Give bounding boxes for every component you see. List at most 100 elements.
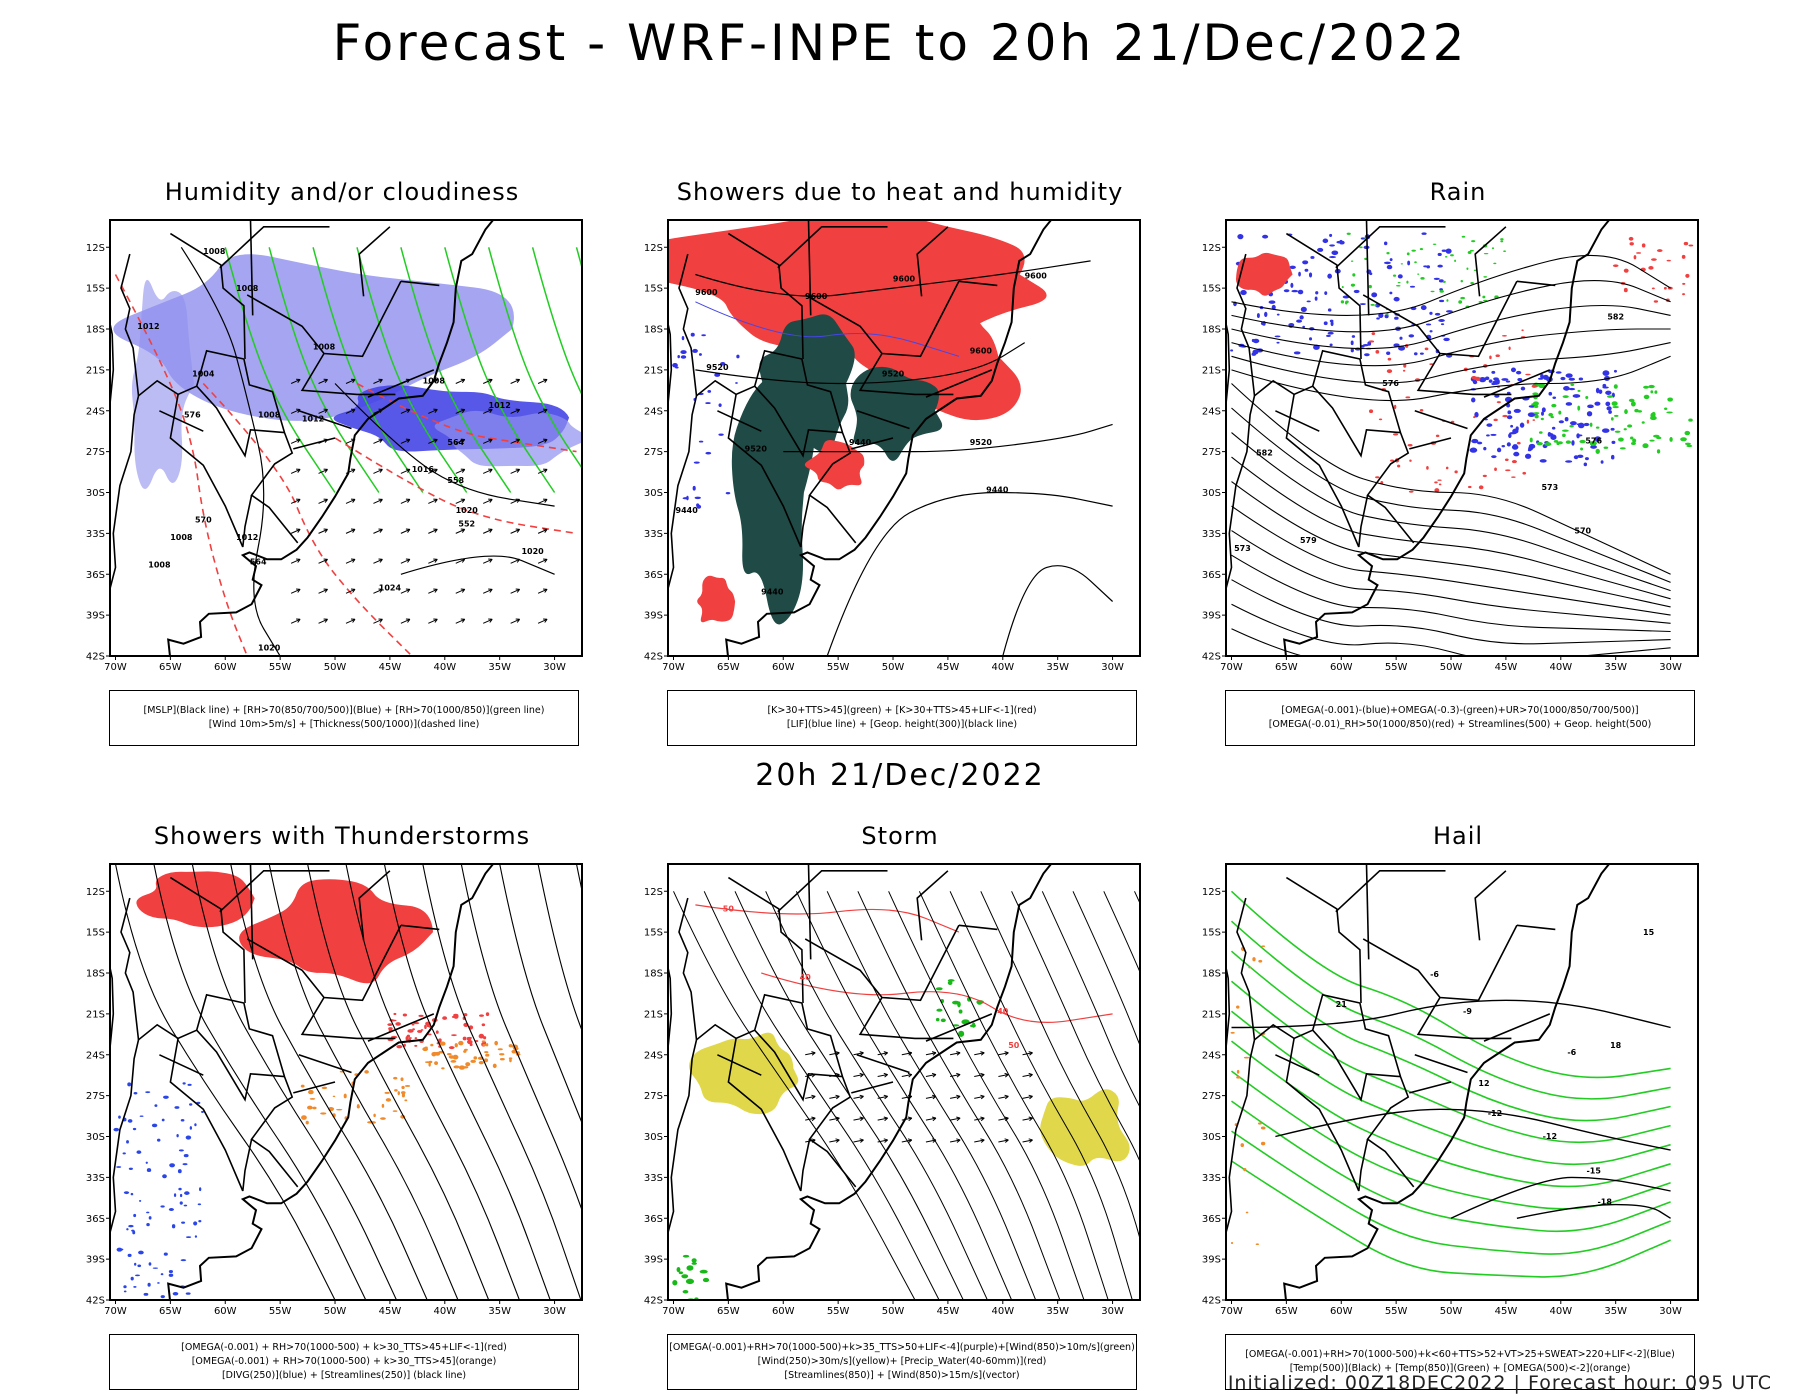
omega-red — [1426, 466, 1429, 470]
wind-vector — [543, 618, 548, 623]
storm-orange — [454, 1043, 458, 1048]
wind-vector — [515, 528, 521, 533]
streamline — [1231, 432, 1671, 592]
omega-blue — [1524, 453, 1532, 459]
contour-label: -15 — [1586, 1166, 1601, 1175]
state-border — [916, 226, 949, 297]
divergence — [199, 1187, 202, 1192]
streamline — [1231, 554, 1671, 633]
storm-orange — [481, 1040, 486, 1043]
wind-vector — [877, 1052, 888, 1056]
omega-green — [1439, 290, 1444, 293]
omega-green — [1649, 439, 1655, 442]
wind-vector — [974, 1074, 985, 1078]
omega-green — [1619, 447, 1626, 450]
state-border — [1285, 394, 1360, 548]
storm-orange — [473, 1056, 478, 1060]
wind-vector — [428, 498, 438, 504]
lif-speckle — [696, 503, 700, 508]
omega-blue — [1600, 460, 1604, 464]
divergence — [162, 1174, 167, 1179]
state-border — [249, 220, 254, 316]
storm-orange — [307, 1105, 313, 1110]
state-border — [1359, 358, 1415, 544]
wind-vector — [877, 1117, 888, 1121]
wind-vector — [998, 1052, 1009, 1056]
divergence — [123, 1290, 127, 1293]
wind-vector — [859, 1094, 864, 1100]
lat-tick-label: 39S — [644, 1255, 663, 1266]
lon-tick-label: 60W — [214, 662, 237, 673]
wind-green — [940, 1018, 946, 1023]
wind-vector — [296, 618, 301, 623]
wind-vector — [998, 1117, 1009, 1121]
omega-blue — [1389, 258, 1393, 262]
streamline — [888, 891, 1085, 1300]
storm-orange — [424, 1046, 428, 1049]
wind-vector — [956, 1116, 961, 1122]
omega-red — [1390, 459, 1395, 462]
lat-tick-label: 33S — [86, 529, 105, 540]
state-border — [925, 1013, 993, 1042]
divergence — [156, 1138, 161, 1142]
contour-label: 576 — [1585, 436, 1602, 445]
omega-green — [1664, 407, 1668, 410]
wind-vector — [1028, 1051, 1033, 1056]
legend-line: [OMEGA(-0.001)+RH>70(1000-500)+k>35_TTS>… — [669, 1342, 1135, 1353]
omega-blue — [1613, 369, 1617, 373]
legend-line: [OMEGA(-0.001)-(blue)+OMEGA(-0.3)-(green… — [1281, 705, 1639, 716]
wind-vector — [510, 528, 520, 534]
lif-speckle — [693, 461, 700, 464]
divergence — [160, 1205, 165, 1208]
storm-orange — [308, 1089, 314, 1095]
lat-tick-label: 24S — [644, 1050, 663, 1061]
state-border — [159, 1054, 204, 1076]
omega-blue — [1339, 239, 1343, 245]
panel-thunderstorms: Showers with Thunderstorms 12S 15S 18S 21S 2… — [82, 822, 602, 1390]
storm-red — [388, 1027, 393, 1031]
divergence — [135, 1274, 140, 1277]
omega-green — [1467, 251, 1472, 254]
contour-label: 1008 — [423, 377, 446, 386]
geop-contour — [695, 260, 1091, 297]
omega-red — [1393, 433, 1399, 436]
legend-box: [K>30+TTS>45](green) + [K>30+TTS>45+LIF<… — [667, 690, 1137, 746]
divergence — [128, 1167, 133, 1171]
wind-green — [672, 1279, 678, 1286]
map-hail: -6 -9 -6 -12 -12 -15 -18 15 18 21 12 12S 15S 18S 21S 24… — [1202, 863, 1699, 1317]
storm-red — [418, 1014, 424, 1017]
omega-green — [1686, 444, 1693, 448]
omega-green — [1669, 437, 1673, 442]
state-border — [298, 1054, 352, 1074]
panel-showers-heat: Showers due to heat and humidity 9600 960… — [640, 178, 1160, 746]
storm-red — [405, 1036, 409, 1041]
storm-orange — [385, 1098, 392, 1102]
divergence — [128, 1224, 134, 1228]
storm-orange — [446, 1052, 452, 1056]
storm-red — [396, 1044, 403, 1049]
omega-blue — [1590, 445, 1597, 449]
omega-orange — [1255, 1243, 1259, 1246]
omega-green — [1627, 424, 1633, 428]
lif-speckle — [672, 362, 678, 368]
omega-green — [1458, 300, 1463, 304]
geop-contour — [695, 342, 1026, 385]
omega-green — [1643, 385, 1650, 389]
lon-tick-label: 55W — [269, 662, 292, 673]
omega-blue — [1350, 348, 1354, 353]
divergence — [168, 1273, 174, 1277]
omega-green — [1420, 277, 1425, 280]
omega-blue — [1508, 433, 1512, 439]
storm-orange — [401, 1092, 406, 1098]
divergence — [130, 1192, 134, 1196]
omega-blue — [1605, 401, 1611, 407]
omega-blue — [1560, 376, 1566, 381]
omega-green — [1648, 384, 1655, 389]
wind-vector — [859, 1116, 864, 1122]
contour-label: 9440 — [986, 486, 1009, 495]
wind-vector — [318, 409, 328, 414]
wind-vector — [290, 468, 301, 474]
wind-vector — [318, 528, 328, 534]
wind-vector — [488, 498, 493, 503]
wind-vector — [853, 1095, 864, 1099]
